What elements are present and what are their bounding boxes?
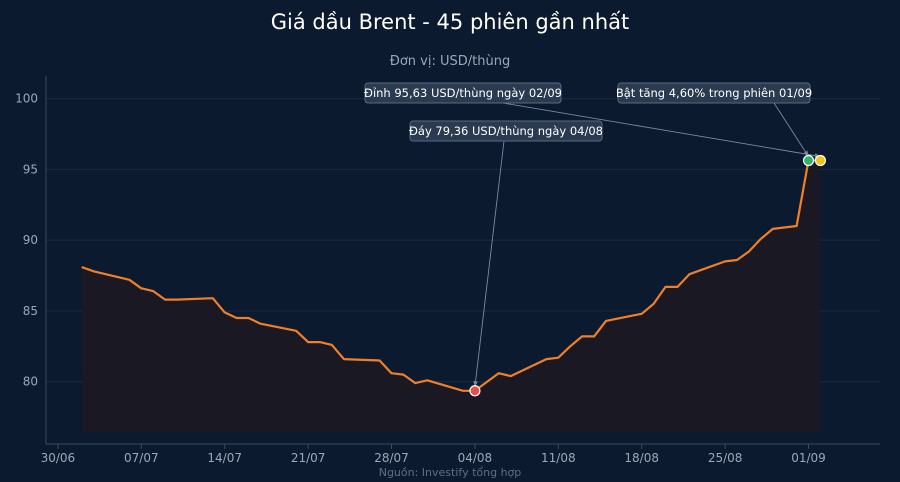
annotation-arrowhead <box>473 381 478 387</box>
data-point <box>212 297 214 299</box>
annotation-label: Đáy 79,36 USD/thùng ngày 04/08 <box>409 124 603 138</box>
data-point <box>688 273 690 275</box>
data-point <box>128 279 130 281</box>
chart-source: Nguồn: Investify tổng hợp <box>378 466 522 479</box>
series-area <box>81 160 821 432</box>
data-point <box>736 259 738 261</box>
data-point <box>605 320 607 322</box>
data-point <box>259 322 261 324</box>
data-point <box>319 341 321 343</box>
annotation-arrow <box>474 140 505 387</box>
x-tick-label: 28/07 <box>374 451 409 465</box>
data-point <box>390 372 392 374</box>
y-tick-label: 90 <box>23 233 38 247</box>
data-point <box>724 260 726 262</box>
data-point <box>176 298 178 300</box>
series-line <box>81 159 821 392</box>
data-point <box>81 266 83 268</box>
x-tick-labels: 30/06 07/07 14/07 21/07 28/07 04/08 11/08 18/08… <box>41 451 826 465</box>
y-tick-label: 100 <box>15 92 38 106</box>
data-point <box>343 358 345 360</box>
data-point <box>748 250 750 252</box>
x-tick-label: 04/08 <box>458 451 493 465</box>
data-point <box>224 311 226 313</box>
data-point <box>557 356 559 358</box>
x-tick-label: 25/08 <box>708 451 743 465</box>
data-point <box>92 270 94 272</box>
y-tick-labels: 80 85 90 95 100 <box>15 92 38 389</box>
annotation-arrow <box>502 102 821 157</box>
data-point <box>140 287 142 289</box>
price-line <box>81 159 821 392</box>
annotation-arrows <box>473 102 821 387</box>
x-tick-label: 14/07 <box>207 451 242 465</box>
data-point <box>307 341 309 343</box>
axes <box>45 76 880 449</box>
highlight-marker <box>802 154 815 167</box>
data-point <box>676 286 678 288</box>
annotation-label: Bật tăng 4,60% trong phiên 01/09 <box>616 86 812 100</box>
data-point <box>426 379 428 381</box>
annotation-arrow <box>773 102 809 157</box>
x-tick-label: 30/06 <box>41 451 76 465</box>
data-point <box>247 317 249 319</box>
data-point <box>581 335 583 337</box>
data-point <box>509 375 511 377</box>
highlight-marker <box>469 385 481 397</box>
data-point <box>235 317 237 319</box>
chart-title: Giá dầu Brent - 45 phiên gần nhất <box>270 10 630 34</box>
data-point <box>152 290 154 292</box>
y-tick-label: 95 <box>23 162 38 176</box>
data-point <box>378 359 380 361</box>
highlight-marker <box>814 154 827 167</box>
data-point <box>593 335 595 337</box>
data-point <box>402 373 404 375</box>
data-point <box>164 298 166 300</box>
annotation-box <box>617 82 811 104</box>
data-point <box>569 345 571 347</box>
data-point <box>772 228 774 230</box>
x-tick-label: 01/09 <box>791 451 826 465</box>
data-point <box>760 238 762 240</box>
markers <box>469 154 827 397</box>
annotation-box <box>409 120 603 142</box>
x-tick-label: 21/07 <box>291 451 326 465</box>
data-point <box>498 372 500 374</box>
data-point <box>545 358 547 360</box>
chart-subtitle: Đơn vị: USD/thùng <box>389 54 511 69</box>
data-point <box>641 313 643 315</box>
data-point <box>652 303 654 305</box>
y-tick-label: 85 <box>23 304 38 318</box>
data-point <box>295 330 297 332</box>
x-tick-label: 18/08 <box>624 451 659 465</box>
annotation-label: Đỉnh 95,63 USD/thùng ngày 02/09 <box>364 86 562 100</box>
y-tick-label: 80 <box>23 375 38 389</box>
data-point <box>664 286 666 288</box>
annotation-arrowhead <box>803 150 809 157</box>
data-point <box>414 382 416 384</box>
data-point <box>462 390 464 392</box>
data-point <box>795 225 797 227</box>
annotations: Đỉnh 95,63 USD/thùng ngày 02/09 Bật tăng … <box>364 82 812 142</box>
area-fill <box>81 160 821 432</box>
x-tick-label: 11/08 <box>541 451 576 465</box>
data-point <box>331 344 333 346</box>
x-tick-label: 07/07 <box>124 451 159 465</box>
annotation-box <box>364 82 562 104</box>
